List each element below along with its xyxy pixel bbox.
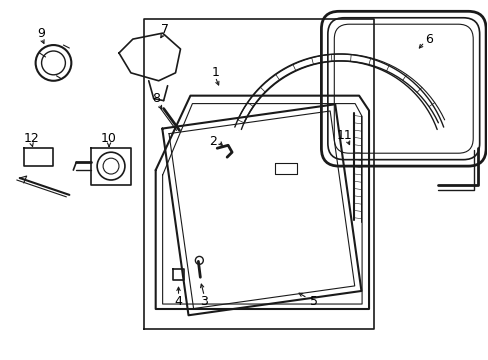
Text: 4: 4 bbox=[174, 294, 182, 307]
Text: 1: 1 bbox=[211, 66, 219, 79]
Text: 10: 10 bbox=[101, 132, 117, 145]
Text: 2: 2 bbox=[209, 135, 217, 148]
Text: 12: 12 bbox=[24, 132, 40, 145]
Text: 3: 3 bbox=[200, 294, 208, 307]
Text: 8: 8 bbox=[151, 92, 160, 105]
Text: 11: 11 bbox=[336, 129, 351, 142]
Text: 6: 6 bbox=[424, 33, 431, 46]
Text: 5: 5 bbox=[310, 294, 318, 307]
Text: 9: 9 bbox=[38, 27, 45, 40]
Text: 7: 7 bbox=[160, 23, 168, 36]
